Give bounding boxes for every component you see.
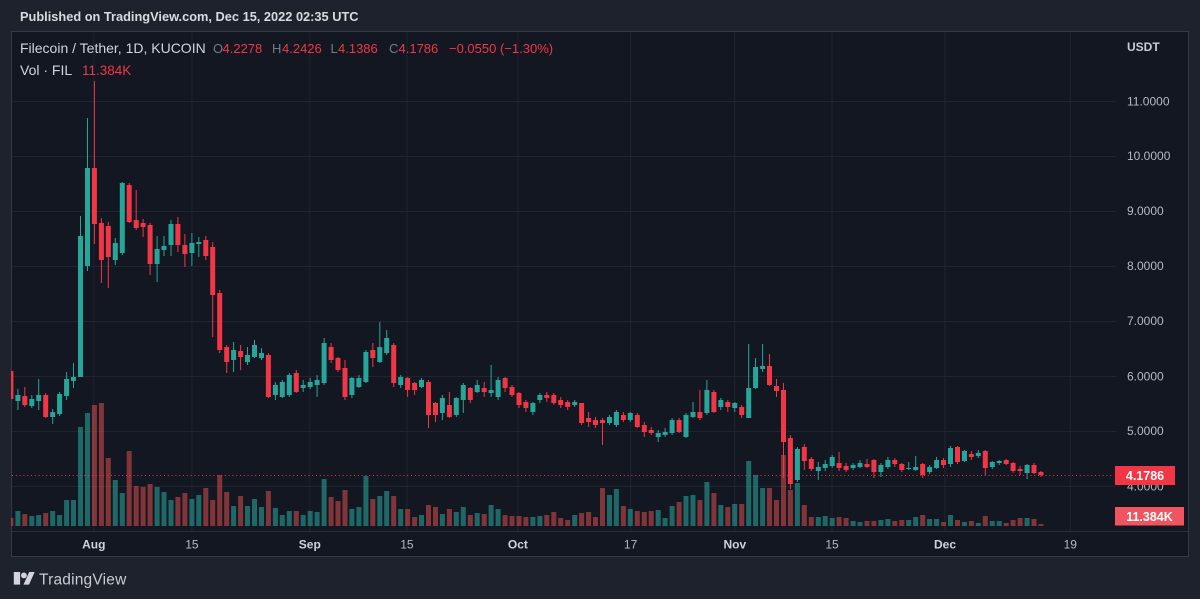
svg-text:H: H: [272, 41, 281, 56]
svg-text:10.0000: 10.0000: [1127, 149, 1171, 163]
svg-text:4.1786: 4.1786: [1126, 469, 1164, 483]
svg-text:19: 19: [1064, 538, 1078, 552]
svg-text:15: 15: [400, 538, 414, 552]
svg-text:11.384K: 11.384K: [82, 63, 131, 78]
svg-text:4.2278: 4.2278: [223, 41, 263, 56]
svg-text:4.2426: 4.2426: [282, 41, 322, 56]
svg-text:Vol · FIL: Vol · FIL: [20, 62, 72, 78]
svg-text:O: O: [213, 41, 223, 56]
svg-text:15: 15: [825, 538, 839, 552]
svg-text:17: 17: [624, 538, 638, 552]
svg-text:4.1386: 4.1386: [338, 41, 378, 56]
svg-text:Aug: Aug: [82, 538, 105, 552]
svg-text:4.1786: 4.1786: [399, 41, 439, 56]
svg-text:Filecoin / Tether, 1D, KUCOIN: Filecoin / Tether, 1D, KUCOIN: [20, 40, 206, 56]
svg-text:C: C: [389, 41, 398, 56]
svg-text:9.0000: 9.0000: [1127, 204, 1164, 218]
svg-text:Sep: Sep: [299, 538, 321, 552]
svg-text:7.0000: 7.0000: [1127, 314, 1164, 328]
svg-text:Dec: Dec: [934, 538, 956, 552]
svg-text:5.0000: 5.0000: [1127, 424, 1164, 438]
svg-text:USDT: USDT: [1127, 40, 1160, 54]
svg-text:−0.0550 (−1.30%): −0.0550 (−1.30%): [449, 41, 553, 56]
svg-text:Published on TradingView.com,: Published on TradingView.com, Dec 15, 20…: [20, 9, 359, 24]
svg-text:8.0000: 8.0000: [1127, 259, 1164, 273]
svg-text:11.384K: 11.384K: [1126, 510, 1173, 524]
svg-text:TradingView: TradingView: [39, 572, 127, 589]
svg-text:L: L: [331, 41, 338, 56]
svg-text:Nov: Nov: [723, 538, 746, 552]
svg-text:15: 15: [185, 538, 199, 552]
svg-text:11.0000: 11.0000: [1127, 95, 1170, 109]
svg-text:6.0000: 6.0000: [1127, 370, 1164, 384]
svg-text:Oct: Oct: [508, 538, 528, 552]
